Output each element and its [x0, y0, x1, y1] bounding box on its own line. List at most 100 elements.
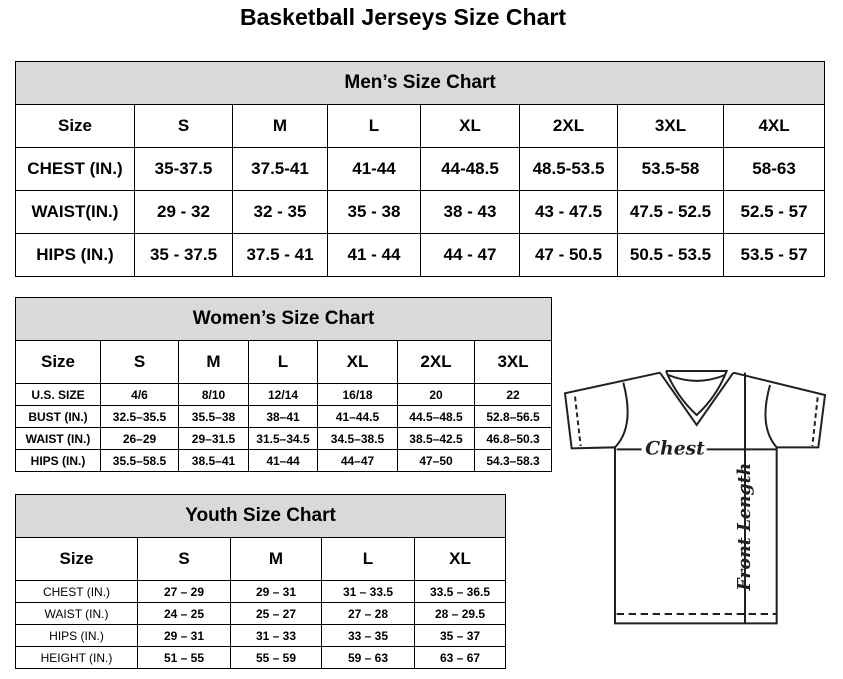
table-row: CHEST (IN.) 35-37.5 37.5-41 41-44 44-48.5 48.…: [15, 147, 826, 191]
table-cell: 46.8–50.3: [473, 427, 553, 450]
youth-size-table: Youth Size Chart Size S M L XL CHEST (IN.) 27 …: [14, 494, 507, 669]
table-cell: 16/18: [317, 383, 398, 406]
table-cell: 44-48.5: [420, 147, 520, 191]
table-row: WAIST (IN.) 26–29 29–31.5 31.5–34.5 34.5–38.…: [15, 427, 553, 450]
table-row: HIPS (IN.) 35 - 37.5 37.5 - 41 41 - 44 44 - …: [15, 233, 826, 277]
table-cell: 37.5-41: [232, 147, 328, 191]
table-row: HEIGHT (IN.) 51 – 55 55 – 59 59 – 63 63 – 67: [15, 646, 507, 669]
column-header: XL: [317, 340, 398, 384]
table-row: WAIST (IN.) 24 – 25 25 – 27 27 – 28 28 – 29.…: [15, 602, 507, 625]
table-cell: 41–44: [248, 449, 318, 472]
table-cell: 38–41: [248, 405, 318, 428]
column-header: M: [230, 537, 322, 581]
column-header: L: [327, 104, 421, 148]
column-header: XL: [413, 537, 507, 581]
table-row: U.S. SIZE 4/6 8/10 12/14 16/18 20 22: [15, 383, 553, 406]
row-label: WAIST (IN.): [15, 427, 101, 450]
table-cell: 35.5–38: [178, 405, 249, 428]
tshirt-measurement-diagram: Chest Front Length: [563, 370, 827, 625]
table-cell: 51 – 55: [137, 646, 231, 669]
table-title: Men’s Size Chart: [14, 61, 826, 105]
table-cell: 44.5–48.5: [397, 405, 475, 428]
table-cell: 58-63: [722, 147, 826, 191]
row-label: HEIGHT (IN.): [15, 646, 138, 669]
table-cell: 47–50: [397, 449, 475, 472]
table-cell: 33 – 35: [321, 624, 415, 647]
table-row: WAIST(IN.) 29 - 32 32 - 35 35 - 38 38 - 43 43…: [15, 190, 826, 234]
column-header: 4XL: [722, 104, 826, 148]
shirt-outline: [563, 371, 827, 625]
column-header: 2XL: [519, 104, 618, 148]
table-cell: 35-37.5: [134, 147, 233, 191]
column-header: L: [321, 537, 415, 581]
table-cell: 55 – 59: [230, 646, 322, 669]
header-row: Size S M L XL: [15, 537, 507, 581]
table-cell: 22: [473, 383, 553, 406]
table-cell: 35.5–58.5: [100, 449, 179, 472]
table-cell: 35 - 38: [327, 190, 421, 234]
row-label: BUST (IN.): [15, 405, 101, 428]
table-cell: 52.5 - 57: [722, 190, 826, 234]
table-row: HIPS (IN.) 35.5–58.5 38.5–41 41–44 44–47 47–5…: [15, 449, 553, 472]
row-label: HIPS (IN.): [15, 624, 138, 647]
column-header: 3XL: [617, 104, 724, 148]
table-cell: 48.5-53.5: [519, 147, 618, 191]
column-header: Size: [15, 104, 135, 148]
row-label: HIPS (IN.): [15, 233, 135, 277]
table-cell: 24 – 25: [137, 602, 231, 625]
table-cell: 50.5 - 53.5: [617, 233, 724, 277]
table-title: Women’s Size Chart: [14, 297, 553, 341]
table-row: CHEST (IN.) 27 – 29 29 – 31 31 – 33.5 33.5 –…: [15, 580, 507, 603]
table-cell: 27 – 29: [137, 580, 231, 603]
table-cell: 31.5–34.5: [248, 427, 318, 450]
table-cell: 12/14: [248, 383, 318, 406]
table-cell: 41 - 44: [327, 233, 421, 277]
table-cell: 63 – 67: [413, 646, 507, 669]
chest-label: Chest: [645, 437, 705, 459]
table-cell: 54.3–58.3: [473, 449, 553, 472]
page-title: Basketball Jerseys Size Chart: [239, 4, 566, 30]
table-cell: 32.5–35.5: [100, 405, 179, 428]
column-header: S: [100, 340, 179, 384]
header-row: Size S M L XL 2XL 3XL: [15, 340, 553, 384]
mens-size-table: Men’s Size Chart Size S M L XL 2XL 3XL 4XL CHEST…: [14, 61, 826, 277]
table-title: Youth Size Chart: [14, 494, 507, 538]
table-cell: 41–44.5: [317, 405, 398, 428]
row-label: CHEST (IN.): [15, 580, 138, 603]
table-cell: 38.5–42.5: [397, 427, 475, 450]
column-header: 2XL: [397, 340, 475, 384]
table-cell: 27 – 28: [321, 602, 415, 625]
table-cell: 47.5 - 52.5: [617, 190, 724, 234]
table-cell: 37.5 - 41: [232, 233, 328, 277]
table-cell: 34.5–38.5: [317, 427, 398, 450]
table-cell: 29 – 31: [230, 580, 322, 603]
table-cell: 53.5 - 57: [722, 233, 826, 277]
column-header: M: [178, 340, 249, 384]
table-cell: 59 – 63: [321, 646, 415, 669]
header-row: Size S M L XL 2XL 3XL 4XL: [15, 104, 826, 148]
table-cell: 35 – 37: [413, 624, 507, 647]
row-label: WAIST (IN.): [15, 602, 138, 625]
table-cell: 33.5 – 36.5: [413, 580, 507, 603]
table-cell: 32 - 35: [232, 190, 328, 234]
table-cell: 47 - 50.5: [519, 233, 618, 277]
row-label: WAIST(IN.): [15, 190, 135, 234]
row-label: U.S. SIZE: [15, 383, 101, 406]
table-row: BUST (IN.) 32.5–35.5 35.5–38 38–41 41–44.5 44…: [15, 405, 553, 428]
table-cell: 52.8–56.5: [473, 405, 553, 428]
column-header: L: [248, 340, 318, 384]
table-cell: 29 – 31: [137, 624, 231, 647]
table-cell: 41-44: [327, 147, 421, 191]
row-label: HIPS (IN.): [15, 449, 101, 472]
column-header: M: [232, 104, 328, 148]
table-cell: 35 - 37.5: [134, 233, 233, 277]
womens-size-table: Women’s Size Chart Size S M L XL 2XL 3XL U.S. S…: [14, 297, 553, 472]
table-cell: 43 - 47.5: [519, 190, 618, 234]
table-cell: 53.5-58: [617, 147, 724, 191]
column-header: S: [134, 104, 233, 148]
column-header: S: [137, 537, 231, 581]
table-cell: 38 - 43: [420, 190, 520, 234]
column-header: 3XL: [473, 340, 553, 384]
table-cell: 20: [397, 383, 475, 406]
table-cell: 26–29: [100, 427, 179, 450]
